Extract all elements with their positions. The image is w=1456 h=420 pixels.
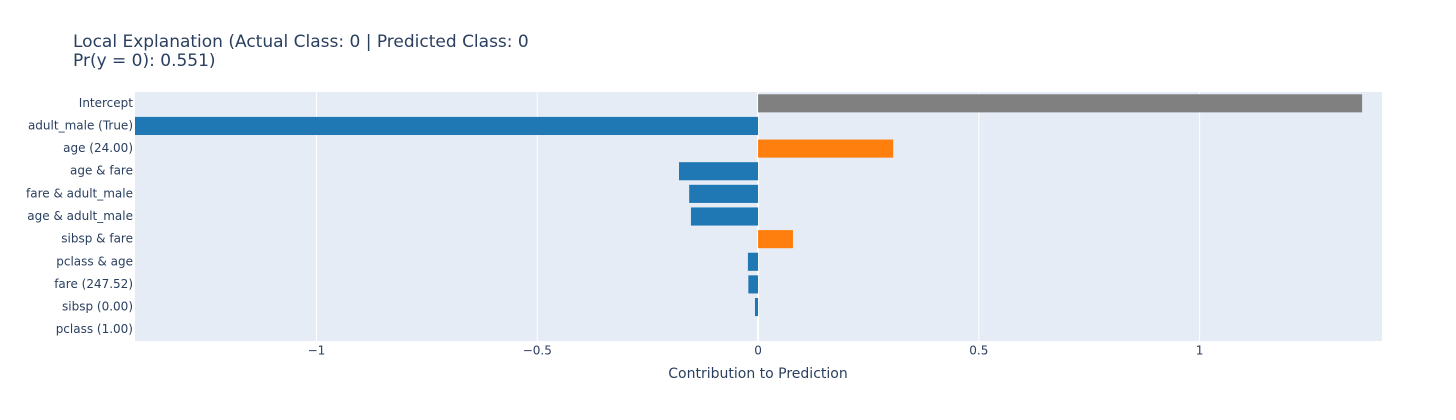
chart-title: Pr(y = 0): 0.551)	[73, 51, 216, 71]
y-tick-label: fare & adult_male	[26, 186, 133, 200]
y-tick-label: age (24.00)	[63, 141, 133, 155]
bar	[679, 162, 759, 181]
y-tick-label: pclass & age	[56, 254, 133, 268]
y-tick-label: age & fare	[70, 164, 133, 178]
x-axis-title: Contribution to Prediction	[668, 366, 847, 382]
y-tick-label: pclass (1.00)	[56, 322, 133, 336]
x-tick-label: 0.5	[969, 344, 988, 358]
bar	[747, 252, 759, 271]
bar	[748, 275, 759, 294]
bar	[690, 207, 759, 226]
x-tick-label: −1	[308, 344, 326, 358]
y-tick-label: adult_male (True)	[28, 118, 133, 132]
bar	[689, 184, 759, 203]
bar	[135, 116, 759, 136]
chart-title: Local Explanation (Actual Class: 0 | Pre…	[73, 32, 529, 52]
bar	[758, 139, 894, 158]
y-tick-label: age & adult_male	[27, 209, 133, 223]
y-tick-label: Intercept	[79, 96, 134, 110]
x-tick-label: 0	[754, 344, 762, 358]
y-tick-label: fare (247.52)	[54, 277, 133, 291]
bar	[754, 297, 759, 317]
y-tick-label: sibsp & fare	[61, 232, 133, 246]
y-tick-label: sibsp (0.00)	[62, 300, 133, 314]
bar	[758, 94, 1363, 113]
bar	[758, 230, 793, 249]
x-tick-label: −0.5	[523, 344, 552, 358]
x-tick-label: 1	[1196, 344, 1204, 358]
